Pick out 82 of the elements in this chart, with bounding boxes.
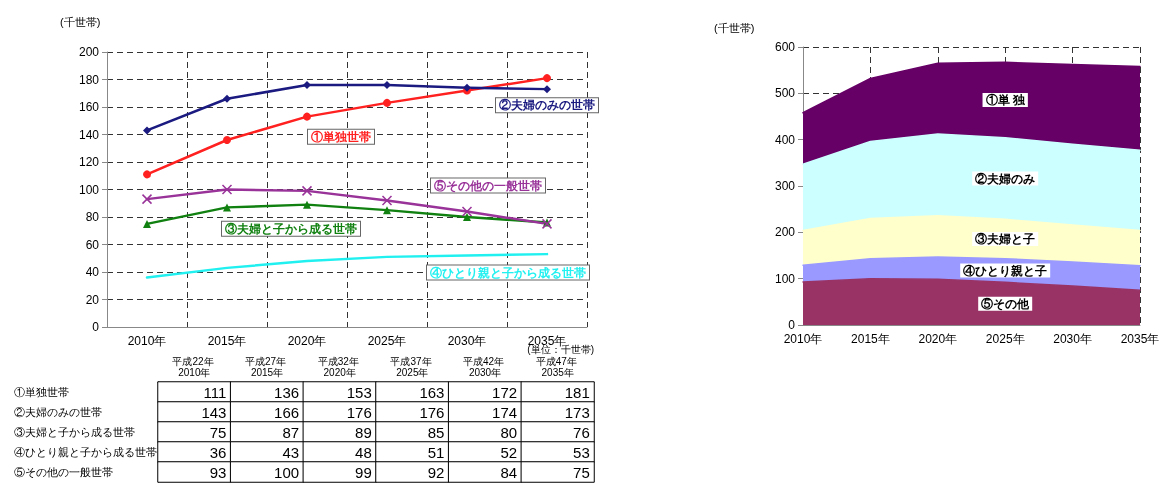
y-tick-label: 60 (85, 237, 100, 252)
y-tick-label: ④ひとり親と子から成る世帯 (14, 446, 157, 458)
y-tick-label: 100 (78, 182, 100, 197)
series-label: ④ひとり親と子から成る世帯 (430, 265, 586, 280)
series-label: ③夫婦と子から成る世帯 (225, 221, 357, 236)
x-tick-label: 2030年 (1053, 332, 1092, 346)
x-tick-label: 平成37年 2025年 (390, 356, 435, 378)
x-tick-label: 2015年 (207, 334, 247, 348)
data-label: 85 (427, 423, 445, 441)
data-label: 153 (346, 383, 372, 401)
data-label: 111 (203, 383, 227, 401)
y-tick-label: 400 (774, 132, 796, 147)
data-label: 173 (564, 403, 590, 421)
data-label: 89 (355, 423, 372, 441)
data-label: 75 (209, 423, 227, 441)
data-label: 75 (573, 463, 590, 481)
y-tick-label: 300 (774, 179, 796, 193)
data-label: 76 (573, 423, 590, 441)
data-label: 80 (500, 423, 518, 441)
y-tick-label: 100 (774, 271, 796, 286)
x-tick-label: 2010年 (127, 334, 167, 348)
y-tick-label: 140 (78, 127, 100, 142)
y-tick-label: 40 (85, 265, 100, 279)
series-label: ①単独世帯 (311, 129, 371, 144)
series-label: ②夫婦のみの世帯 (499, 98, 595, 113)
data-label: 43 (282, 443, 300, 461)
x-tick-label: 2035年 (1120, 332, 1160, 346)
data-label: 93 (209, 463, 227, 481)
x-tick-label: 平成42年 2030年 (463, 356, 507, 378)
y-tick-label: 80 (85, 210, 100, 224)
y-tick-label: 0 (92, 320, 100, 334)
data-label: 174 (492, 403, 518, 421)
data-label: 36 (209, 443, 227, 461)
series-label: ⑤その他 (981, 296, 1031, 311)
y-tick-label: ③夫婦と子から成る世帯 (14, 426, 135, 438)
x-tick-label: 平成27年 2015年 (245, 356, 289, 378)
data-label: 84 (500, 463, 518, 481)
y-tick-label: 200 (78, 45, 100, 59)
x-tick-label: 平成22年 2010年 (172, 356, 217, 378)
series-label: ⑤その他の一般世帯 (434, 178, 542, 193)
data-label: 181 (564, 383, 590, 401)
data-label: 163 (419, 383, 445, 401)
y-tick-label: 180 (78, 72, 100, 87)
data-label: 176 (419, 403, 445, 421)
data-label: 48 (355, 443, 372, 461)
y-tick-label: 120 (78, 155, 100, 169)
x-tick-label: 平成32年 2020年 (317, 356, 362, 378)
x-tick-label: 2020年 (287, 334, 327, 348)
y-tick-label: 200 (774, 225, 796, 240)
y-tick-label: ⑤その他の一般世帯 (14, 466, 113, 478)
y-tick-label: 0 (788, 318, 796, 332)
data-label: 51 (427, 443, 445, 461)
data-label: 92 (427, 463, 445, 481)
x-tick-label: 平成47年 2035年 (535, 356, 580, 378)
data-label: 87 (282, 423, 300, 441)
series-label: ①単 独 (985, 93, 1026, 108)
x-tick-label: 2025年 (367, 334, 407, 348)
y-tick-label: 20 (85, 292, 100, 307)
series-label: ②夫婦のみ (975, 171, 1036, 186)
data-label: 172 (492, 383, 518, 401)
x-tick-label: 2025年 (985, 332, 1025, 346)
data-label: 99 (355, 463, 372, 481)
x-tick-label: 2030年 (447, 334, 487, 348)
data-label: 52 (500, 443, 518, 461)
x-tick-label: 2020年 (918, 332, 958, 346)
series-label: ③夫婦と子 (975, 232, 1036, 247)
series-label: ④ひとり親と子 (963, 263, 1048, 278)
y-axis-title: (千世帯) (60, 15, 101, 28)
y-tick-label: 160 (78, 100, 100, 114)
x-tick-label: 2015年 (851, 332, 890, 346)
x-tick-label: 2010年 (783, 332, 823, 346)
data-label: 176 (346, 403, 372, 421)
y-tick-label: ①単独世帯 (14, 386, 69, 398)
data-label: 143 (201, 403, 227, 421)
y-tick-label: 500 (774, 86, 796, 101)
y-axis-title: (千世帯) (714, 21, 755, 34)
y-tick-label: ②夫婦のみの世帯 (14, 406, 102, 418)
data-label: 136 (274, 383, 300, 401)
data-label: 53 (573, 443, 590, 461)
data-label: 166 (274, 403, 300, 421)
data-label: 100 (274, 463, 300, 481)
y-tick-label: 600 (774, 40, 796, 54)
